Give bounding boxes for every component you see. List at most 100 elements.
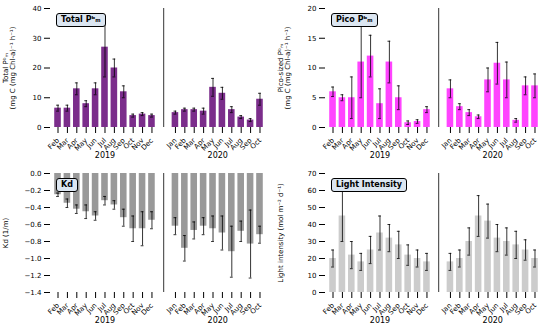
svg-text:50: 50: [308, 204, 317, 212]
svg-text:0.0: 0.0: [30, 170, 41, 178]
svg-text:Oct: Oct: [121, 136, 137, 151]
svg-text:Jan: Jan: [165, 136, 179, 150]
svg-text:Oct: Oct: [396, 301, 412, 316]
svg-text:2020: 2020: [483, 151, 503, 160]
svg-text:May: May: [348, 301, 365, 318]
svg-text:Oct: Oct: [524, 301, 538, 315]
svg-text:Apr: Apr: [340, 136, 355, 151]
svg-text:Aug: Aug: [228, 136, 245, 152]
svg-text:Mar: Mar: [182, 136, 198, 152]
svg-text:May: May: [348, 136, 365, 153]
svg-text:Dec: Dec: [140, 137, 155, 152]
svg-text:0: 0: [312, 124, 316, 132]
svg-text:Sep: Sep: [513, 301, 529, 317]
svg-text:Feb: Feb: [448, 136, 463, 152]
svg-text:Mar: Mar: [182, 301, 198, 317]
svg-text:2019: 2019: [370, 316, 390, 325]
svg-text:Mar: Mar: [457, 301, 473, 317]
svg-text:Mar: Mar: [330, 301, 346, 317]
svg-text:Dec: Dec: [140, 302, 155, 317]
svg-text:70: 70: [308, 170, 317, 178]
svg-text:30: 30: [308, 238, 317, 246]
svg-text:Sep: Sep: [238, 136, 254, 152]
svg-text:Sep: Sep: [111, 136, 127, 152]
svg-text:Sep: Sep: [386, 136, 402, 152]
svg-text:30: 30: [33, 34, 42, 42]
svg-text:Oct: Oct: [396, 136, 412, 151]
svg-text:Nov: Nov: [130, 136, 146, 152]
svg-text:May: May: [73, 301, 90, 318]
svg-text:Feb: Feb: [173, 136, 188, 152]
svg-text:Apr: Apr: [340, 301, 355, 316]
svg-text:May: May: [73, 136, 90, 153]
svg-text:Light intensity (mol m⁻² d⁻¹): Light intensity (mol m⁻² d⁻¹): [277, 183, 285, 283]
svg-text:15: 15: [308, 34, 317, 42]
svg-text:−1.2: −1.2: [25, 272, 42, 280]
svg-text:Sep: Sep: [513, 136, 529, 152]
svg-text:20: 20: [308, 5, 317, 13]
svg-text:Apr: Apr: [65, 301, 80, 316]
svg-text:Nov: Nov: [405, 136, 421, 152]
svg-text:20: 20: [33, 64, 42, 72]
svg-text:Nov: Nov: [130, 301, 146, 317]
svg-text:Mar: Mar: [457, 136, 473, 152]
svg-text:Sep: Sep: [386, 301, 402, 317]
svg-text:−0.4: −0.4: [25, 204, 43, 212]
svg-text:−1.4: −1.4: [25, 289, 43, 297]
svg-text:Mar: Mar: [330, 136, 346, 152]
svg-text:Oct: Oct: [249, 301, 263, 315]
svg-text:40: 40: [33, 5, 42, 13]
svg-text:Feb: Feb: [46, 301, 61, 317]
svg-text:Dec: Dec: [415, 137, 430, 152]
svg-text:Aug: Aug: [503, 301, 520, 317]
svg-text:Aug: Aug: [503, 136, 520, 152]
svg-text:Apr: Apr: [467, 136, 482, 151]
svg-text:0: 0: [312, 289, 316, 297]
svg-text:Total Pᵇₘ(mg C (mg Chl-a)⁻¹ h⁻: Total Pᵇₘ(mg C (mg Chl-a)⁻¹ h⁻¹): [2, 26, 17, 109]
svg-text:Sep: Sep: [238, 301, 254, 317]
svg-text:40: 40: [308, 221, 317, 229]
svg-text:2020: 2020: [208, 316, 228, 325]
svg-text:−1.0: −1.0: [25, 255, 42, 263]
svg-text:2020: 2020: [483, 316, 503, 325]
svg-text:0: 0: [37, 124, 41, 132]
svg-text:Oct: Oct: [249, 136, 263, 150]
svg-text:Apr: Apr: [192, 301, 207, 316]
svg-text:Feb: Feb: [173, 301, 188, 317]
svg-text:May: May: [475, 301, 491, 318]
svg-text:Feb: Feb: [448, 301, 463, 317]
svg-text:Pico-sized Pᵇₘ(mg C (mg Chl-a): Pico-sized Pᵇₘ(mg C (mg Chl-a)⁻¹ h⁻¹): [277, 26, 292, 109]
svg-text:10: 10: [33, 94, 42, 102]
svg-text:2019: 2019: [95, 151, 115, 160]
svg-text:Nov: Nov: [405, 301, 421, 317]
svg-text:20: 20: [308, 255, 317, 263]
svg-text:May: May: [200, 136, 216, 153]
svg-text:Sep: Sep: [111, 301, 127, 317]
svg-text:Oct: Oct: [524, 136, 538, 150]
svg-text:5: 5: [312, 94, 316, 102]
svg-text:May: May: [475, 136, 491, 153]
svg-text:−0.6: −0.6: [25, 221, 43, 229]
svg-text:Apr: Apr: [192, 136, 207, 151]
svg-text:2020: 2020: [208, 151, 228, 160]
svg-text:Kd (1/m): Kd (1/m): [2, 218, 10, 249]
svg-text:Mar: Mar: [55, 136, 71, 152]
svg-text:Jun: Jun: [85, 136, 99, 151]
svg-text:Aug: Aug: [228, 301, 245, 317]
svg-text:10: 10: [308, 272, 317, 280]
svg-text:10: 10: [308, 64, 317, 72]
svg-text:Feb: Feb: [321, 136, 336, 152]
svg-text:Mar: Mar: [55, 301, 71, 317]
svg-text:Dec: Dec: [415, 302, 430, 317]
svg-text:Apr: Apr: [467, 301, 482, 316]
svg-text:2019: 2019: [370, 151, 390, 160]
svg-text:Feb: Feb: [46, 136, 61, 152]
svg-text:2019: 2019: [95, 316, 115, 325]
svg-text:Oct: Oct: [121, 301, 137, 316]
svg-text:May: May: [200, 301, 216, 318]
svg-text:−0.2: −0.2: [25, 187, 42, 195]
svg-text:60: 60: [308, 187, 317, 195]
svg-text:−0.8: −0.8: [25, 238, 42, 246]
svg-text:Apr: Apr: [65, 136, 80, 151]
svg-text:Feb: Feb: [321, 301, 336, 317]
